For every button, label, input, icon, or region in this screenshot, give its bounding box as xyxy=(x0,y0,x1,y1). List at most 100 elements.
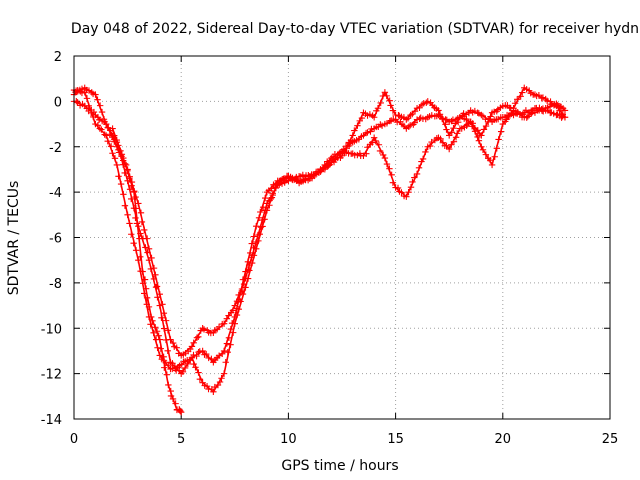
data-point xyxy=(452,134,460,141)
data-point xyxy=(377,99,384,107)
x-axis-label: GPS time / hours xyxy=(281,458,398,474)
data-point xyxy=(448,117,455,125)
data-point xyxy=(88,89,95,96)
y-tick-label: -10 xyxy=(41,322,62,337)
data-point xyxy=(169,339,177,347)
x-tick-label: 20 xyxy=(495,432,512,447)
data-point xyxy=(227,325,235,333)
data-point xyxy=(437,135,444,142)
data-point xyxy=(138,218,146,226)
data-point xyxy=(351,127,358,134)
data-point xyxy=(115,173,122,180)
data-point xyxy=(208,355,215,363)
data-point xyxy=(218,375,225,382)
data-point xyxy=(126,175,133,182)
data-point xyxy=(156,336,163,343)
data-point xyxy=(160,310,168,317)
data-point xyxy=(195,348,202,356)
data-point xyxy=(511,100,519,107)
data-point xyxy=(331,155,339,163)
y-tick-label: -8 xyxy=(49,277,62,292)
data-point xyxy=(324,162,331,170)
y-tick-label: -2 xyxy=(49,141,62,156)
data-point xyxy=(443,142,450,150)
data-point xyxy=(242,275,249,282)
data-point xyxy=(450,138,458,145)
data-point xyxy=(419,155,427,163)
data-point xyxy=(259,216,266,224)
data-point xyxy=(220,370,228,377)
data-point xyxy=(153,283,161,290)
data-point xyxy=(482,122,490,130)
data-point xyxy=(87,109,95,116)
data-point xyxy=(250,244,257,252)
data-point xyxy=(133,220,141,227)
data-point xyxy=(328,159,335,166)
data-point xyxy=(381,154,389,162)
data-point xyxy=(514,96,521,103)
data-point xyxy=(415,164,423,172)
data-point xyxy=(184,360,192,367)
data-point xyxy=(115,142,122,149)
data-point xyxy=(539,94,547,101)
data-point xyxy=(478,132,485,139)
data-point xyxy=(381,89,389,96)
data-point xyxy=(240,280,248,288)
data-point xyxy=(199,325,206,332)
data-point xyxy=(164,327,172,334)
data-point xyxy=(127,195,135,203)
data-point xyxy=(519,89,526,96)
data-point xyxy=(428,138,435,146)
y-tick-label: -4 xyxy=(49,186,62,201)
data-point xyxy=(487,156,494,164)
data-point xyxy=(113,136,120,144)
data-point xyxy=(245,261,253,269)
data-point xyxy=(426,142,434,150)
data-point xyxy=(111,132,118,139)
y-tick-label: -14 xyxy=(41,413,62,428)
data-point xyxy=(343,144,350,152)
data-point xyxy=(370,114,378,121)
data-point xyxy=(161,364,168,371)
data-point xyxy=(317,168,324,175)
data-point xyxy=(374,105,382,112)
data-point xyxy=(443,126,450,133)
data-point xyxy=(389,107,397,114)
data-point xyxy=(422,148,429,156)
data-point xyxy=(124,211,131,219)
data-point xyxy=(196,375,204,383)
data-point xyxy=(376,147,384,155)
data-point xyxy=(216,378,224,386)
series-line xyxy=(73,87,566,357)
data-point xyxy=(102,120,110,128)
data-point xyxy=(253,222,260,230)
data-point xyxy=(383,92,390,100)
data-point xyxy=(398,189,405,196)
chart-title: Day 048 of 2022, Sidereal Day-to-day VTE… xyxy=(71,21,639,37)
data-point xyxy=(254,231,262,239)
data-point xyxy=(487,113,494,120)
data-point xyxy=(389,179,397,186)
data-point xyxy=(177,407,184,415)
data-point xyxy=(126,186,134,193)
y-tick-label: -6 xyxy=(49,232,62,247)
data-point xyxy=(105,124,112,131)
data-point xyxy=(107,143,115,150)
data-point xyxy=(244,266,252,273)
data-point xyxy=(550,110,557,117)
data-point xyxy=(349,132,356,139)
data-point xyxy=(413,170,421,178)
data-point xyxy=(248,240,255,247)
data-point xyxy=(503,116,510,123)
data-point xyxy=(90,108,98,116)
data-point xyxy=(155,332,162,339)
data-point xyxy=(169,395,177,403)
data-point xyxy=(156,352,163,359)
data-point xyxy=(193,334,201,341)
data-point xyxy=(242,284,249,291)
data-point xyxy=(555,103,562,111)
data-point xyxy=(220,320,228,327)
data-point xyxy=(190,339,197,346)
x-tick-label: 15 xyxy=(387,432,404,447)
data-point xyxy=(523,114,530,121)
